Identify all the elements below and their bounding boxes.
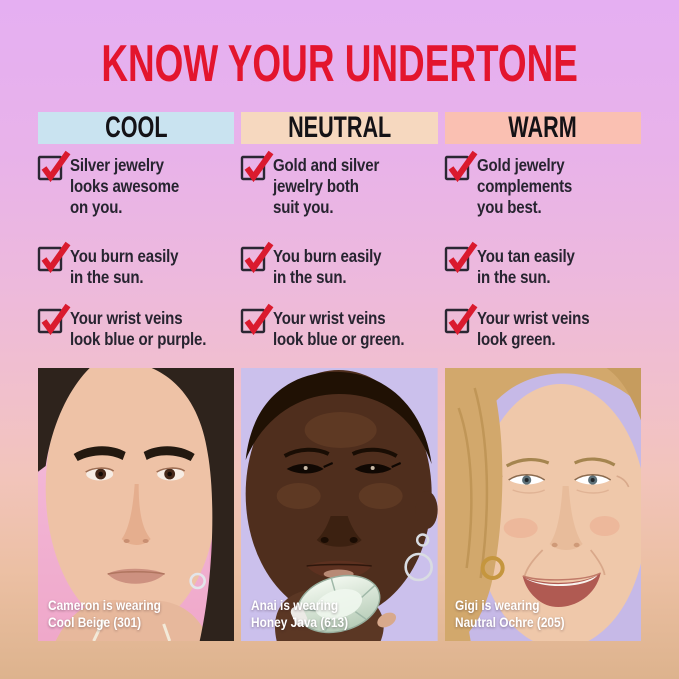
column-header-cool: COOL xyxy=(38,111,235,144)
text-line: in the sun. xyxy=(70,267,144,287)
checklist-item-text: Gold and silver jewelry both suit you. xyxy=(273,155,379,218)
text-line: in the sun. xyxy=(273,267,347,287)
checkbox-checked-icon xyxy=(241,303,274,336)
portrait-anai-illustration xyxy=(241,368,438,641)
checklist-item: Silver jewelry looks awesome on you. xyxy=(37,150,234,218)
model-photos: Cameron is wearing Cool Beige (301) xyxy=(38,368,641,641)
text-line: complements xyxy=(476,176,572,196)
checklist-item-text: You burn easily in the sun. xyxy=(70,246,179,288)
photo-caption: Anai is wearing Honey Java (613) xyxy=(251,597,361,631)
photo-warm-model: Gigi is wearing Nautral Ochre (205) xyxy=(444,368,641,641)
caption-line: Gigi is wearing xyxy=(454,598,540,613)
portrait-cameron-illustration xyxy=(38,368,235,641)
checklist-item-text: You burn easily in the sun. xyxy=(273,246,382,288)
caption-line: Cool Beige (301) xyxy=(48,615,142,630)
photo-caption: Gigi is wearing Nautral Ochre (205) xyxy=(455,597,580,631)
checkbox-checked-icon xyxy=(37,303,71,336)
photo-neutral-model: Anai is wearing Honey Java (613) xyxy=(241,368,438,641)
checkbox-checked-icon xyxy=(444,303,478,336)
text-line: in the sun. xyxy=(476,267,551,287)
checkbox-checked-icon xyxy=(241,241,274,274)
text-line: on you. xyxy=(70,197,123,217)
checklist-item: Your wrist veins look blue or purple. xyxy=(37,303,234,350)
checklist-item: You burn easily in the sun. xyxy=(37,241,234,288)
text-line: Your wrist veins xyxy=(273,308,386,328)
page-title-text: KNOW YOUR UNDERTONE xyxy=(101,35,578,93)
checklist-item: You burn easily in the sun. xyxy=(241,241,437,288)
page-title: KNOW YOUR UNDERTONE xyxy=(0,38,679,90)
checkbox-checked-icon xyxy=(241,150,274,183)
text-line: You burn easily xyxy=(70,246,179,266)
caption-line: Anai is wearing xyxy=(251,598,339,613)
checklist-item: Gold jewelry complements you best. xyxy=(444,150,641,218)
caption-line: Honey Java (613) xyxy=(251,615,349,630)
text-line: you best. xyxy=(476,197,542,217)
text-line: suit you. xyxy=(273,197,334,217)
photo-caption: Cameron is wearing Cool Beige (301) xyxy=(48,597,176,631)
text-line: jewelry both xyxy=(273,176,360,196)
checklist-item-text: Your wrist veins look blue or green. xyxy=(273,308,405,350)
column-header-cool-label: COOL xyxy=(104,111,168,144)
text-line: looks awesome xyxy=(70,176,180,196)
checklist-item-text: You tan easily in the sun. xyxy=(477,246,575,288)
checklist-item-text: Silver jewelry looks awesome on you. xyxy=(70,155,179,218)
checkbox-checked-icon xyxy=(444,241,478,274)
column-header-warm-label: WARM xyxy=(508,111,578,144)
text-line: look green. xyxy=(476,329,556,349)
caption-line: Cameron is wearing xyxy=(48,598,161,613)
checklist-item-text: Your wrist veins look green. xyxy=(476,308,590,350)
checklist-item-text: Gold jewelry complements you best. xyxy=(477,155,572,218)
column-warm: WARM Gold jewelry complements you best. … xyxy=(444,111,641,350)
column-neutral: NEUTRAL Gold and silver jewelry both sui… xyxy=(241,111,438,350)
undertone-columns: COOL Silver jewelry looks awesome on you… xyxy=(37,111,641,350)
column-header-warm: WARM xyxy=(444,111,641,144)
text-line: Your wrist veins xyxy=(476,308,590,328)
checklist-item: Gold and silver jewelry both suit you. xyxy=(241,150,437,218)
column-cool: COOL Silver jewelry looks awesome on you… xyxy=(37,111,235,350)
text-line: Your wrist veins xyxy=(70,308,183,328)
checkbox-checked-icon xyxy=(37,150,71,183)
checklist-item: You tan easily in the sun. xyxy=(444,241,641,288)
text-line: Gold and silver xyxy=(273,155,380,175)
column-header-neutral: NEUTRAL xyxy=(241,111,438,144)
checklist-item: Your wrist veins look blue or green. xyxy=(241,303,437,350)
checkbox-checked-icon xyxy=(37,241,71,274)
column-header-neutral-label: NEUTRAL xyxy=(287,111,392,144)
text-line: Gold jewelry xyxy=(476,155,565,175)
text-line: You tan easily xyxy=(476,246,575,266)
checklist-item: Your wrist veins look green. xyxy=(444,303,641,350)
text-line: look blue or green. xyxy=(273,329,405,349)
text-line: You burn easily xyxy=(273,246,382,266)
photo-cool-model: Cameron is wearing Cool Beige (301) xyxy=(38,368,235,641)
checklist-item-text: Your wrist veins look blue or purple. xyxy=(70,308,206,350)
portrait-gigi-illustration xyxy=(444,368,641,641)
text-line: Silver jewelry xyxy=(70,155,164,175)
text-line: look blue or purple. xyxy=(70,329,207,349)
caption-line: Nautral Ochre (205) xyxy=(454,615,565,630)
checkbox-checked-icon xyxy=(444,150,478,183)
